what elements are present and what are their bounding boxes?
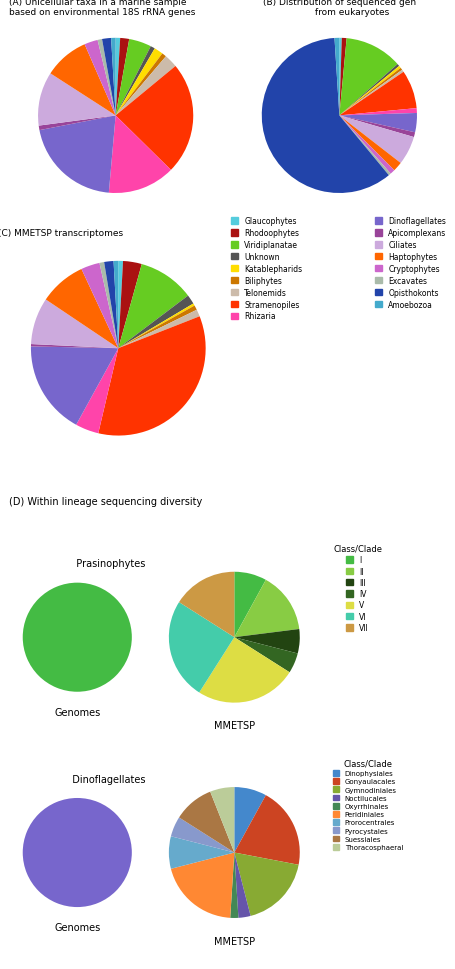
Legend: Dinoflagellates, Apicomplexans, Ciliates, Haptophytes, Cryptophytes, Excavates, : Dinoflagellates, Apicomplexans, Ciliates… [375, 217, 446, 309]
Wedge shape [98, 317, 206, 436]
Wedge shape [339, 39, 398, 116]
Wedge shape [339, 116, 415, 138]
Wedge shape [234, 853, 298, 916]
Wedge shape [234, 572, 266, 638]
Wedge shape [171, 853, 234, 918]
Wedge shape [118, 297, 193, 349]
Wedge shape [100, 263, 118, 349]
Wedge shape [39, 116, 116, 131]
Wedge shape [51, 46, 116, 116]
Wedge shape [118, 262, 142, 349]
Wedge shape [116, 39, 120, 116]
Wedge shape [339, 73, 417, 116]
Wedge shape [234, 787, 266, 853]
Wedge shape [31, 347, 118, 425]
Text: Dinoflagellates: Dinoflagellates [41, 774, 146, 784]
Wedge shape [169, 836, 234, 869]
Wedge shape [23, 583, 132, 692]
Wedge shape [111, 39, 116, 116]
Wedge shape [114, 262, 118, 349]
Wedge shape [339, 116, 394, 174]
Legend: Dinophysiales, Gonyaulacales, Gymnodiniales, Noctilucales, Oxyrrhinales, Peridin: Dinophysiales, Gonyaulacales, Gymnodinia… [333, 759, 403, 850]
Wedge shape [234, 580, 299, 638]
Wedge shape [118, 304, 195, 349]
Wedge shape [97, 40, 116, 116]
Wedge shape [81, 264, 118, 349]
Wedge shape [118, 265, 188, 349]
Wedge shape [104, 262, 118, 349]
Wedge shape [339, 65, 399, 116]
X-axis label: MMETSP: MMETSP [214, 936, 255, 946]
Wedge shape [118, 310, 200, 349]
X-axis label: Genomes: Genomes [54, 707, 101, 717]
Wedge shape [116, 47, 155, 116]
Wedge shape [339, 116, 414, 164]
Wedge shape [116, 49, 162, 116]
Wedge shape [210, 787, 234, 853]
Wedge shape [171, 818, 234, 853]
Wedge shape [339, 71, 404, 116]
Wedge shape [179, 792, 234, 853]
Wedge shape [179, 572, 234, 638]
Wedge shape [339, 116, 391, 176]
Wedge shape [116, 67, 193, 171]
Wedge shape [116, 40, 151, 116]
Title: (B) Distribution of sequenced gen
         from eukaryotes: (B) Distribution of sequenced gen from e… [263, 0, 416, 17]
Wedge shape [23, 798, 132, 907]
Wedge shape [339, 116, 401, 172]
Text: (C) MMETSP transcriptomes: (C) MMETSP transcriptomes [0, 229, 123, 237]
Wedge shape [339, 39, 347, 116]
Wedge shape [230, 853, 238, 918]
Wedge shape [169, 603, 234, 693]
Wedge shape [199, 638, 289, 703]
Text: Prasinophytes: Prasinophytes [45, 559, 146, 569]
Wedge shape [102, 39, 116, 116]
Legend: I, II, III, IV, V, VI, VII: I, II, III, IV, V, VI, VII [333, 545, 382, 633]
Wedge shape [339, 39, 342, 116]
Wedge shape [118, 262, 123, 349]
Wedge shape [334, 39, 339, 116]
Wedge shape [234, 629, 300, 654]
Wedge shape [85, 41, 116, 116]
Wedge shape [76, 349, 118, 434]
Wedge shape [118, 306, 197, 349]
Text: (A) Unicellular taxa in a marine sample
based on environmental 18S rRNA genes: (A) Unicellular taxa in a marine sample … [9, 0, 195, 17]
Wedge shape [262, 39, 389, 194]
Wedge shape [116, 57, 176, 116]
Wedge shape [339, 113, 417, 133]
Wedge shape [234, 853, 251, 918]
Wedge shape [109, 116, 171, 194]
Wedge shape [234, 638, 298, 672]
Wedge shape [339, 109, 417, 116]
Wedge shape [40, 116, 116, 194]
Wedge shape [116, 39, 129, 116]
Wedge shape [31, 300, 118, 349]
Wedge shape [116, 54, 166, 116]
X-axis label: Genomes: Genomes [54, 922, 101, 932]
Wedge shape [339, 67, 401, 116]
X-axis label: MMETSP: MMETSP [214, 721, 255, 731]
Wedge shape [234, 796, 300, 865]
Wedge shape [46, 269, 118, 349]
Wedge shape [339, 69, 402, 116]
Wedge shape [38, 75, 116, 127]
Wedge shape [31, 345, 118, 349]
Text: (D) Within lineage sequencing diversity: (D) Within lineage sequencing diversity [9, 497, 202, 507]
